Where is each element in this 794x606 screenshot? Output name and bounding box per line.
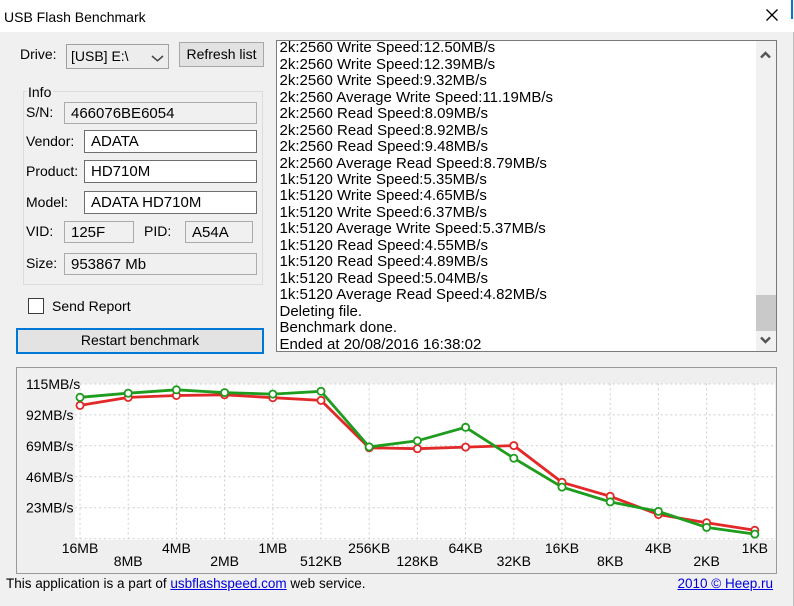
svg-text:16MB: 16MB xyxy=(62,540,99,556)
svg-text:8MB: 8MB xyxy=(114,553,143,569)
svg-text:1KB: 1KB xyxy=(742,540,768,556)
svg-text:69MB/s: 69MB/s xyxy=(26,438,73,454)
svg-text:64KB: 64KB xyxy=(448,540,482,556)
svg-text:2KB: 2KB xyxy=(693,553,719,569)
svg-text:8KB: 8KB xyxy=(597,553,623,569)
svg-text:115MB/s: 115MB/s xyxy=(26,376,80,392)
svg-text:16KB: 16KB xyxy=(545,540,579,556)
svg-text:512KB: 512KB xyxy=(300,553,342,569)
svg-text:128KB: 128KB xyxy=(396,553,438,569)
svg-text:92MB/s: 92MB/s xyxy=(26,407,73,423)
svg-text:1MB: 1MB xyxy=(258,540,287,556)
svg-text:32KB: 32KB xyxy=(497,553,531,569)
svg-text:46MB/s: 46MB/s xyxy=(26,469,73,485)
svg-text:4MB: 4MB xyxy=(162,540,191,556)
svg-text:23MB/s: 23MB/s xyxy=(26,500,73,516)
svg-text:256KB: 256KB xyxy=(348,540,390,556)
svg-text:2MB: 2MB xyxy=(210,553,239,569)
svg-text:4KB: 4KB xyxy=(645,540,671,556)
